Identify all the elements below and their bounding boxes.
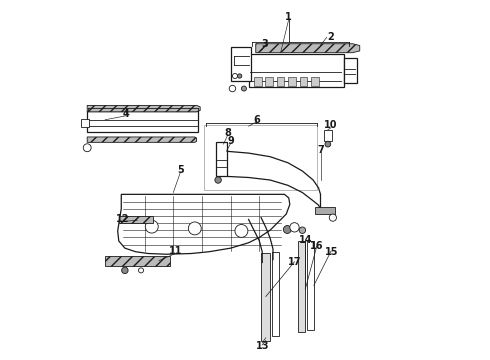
Bar (204, 125, 317, 190)
Text: 12: 12 (116, 215, 129, 224)
Bar (254, 77, 262, 86)
Text: 6: 6 (253, 115, 260, 125)
Bar (307, 241, 314, 330)
Circle shape (238, 74, 242, 78)
Polygon shape (87, 137, 196, 142)
Text: 16: 16 (310, 241, 323, 251)
Text: 3: 3 (261, 39, 268, 49)
Bar (87, 111, 198, 132)
Circle shape (290, 223, 299, 232)
Text: 10: 10 (324, 121, 338, 130)
Circle shape (146, 220, 158, 233)
Circle shape (232, 73, 238, 78)
Polygon shape (256, 44, 360, 53)
Circle shape (235, 225, 248, 237)
Circle shape (325, 141, 331, 147)
Bar (231, 47, 251, 81)
Circle shape (242, 86, 246, 91)
Bar (288, 77, 296, 86)
Text: 9: 9 (227, 136, 234, 146)
Text: 8: 8 (224, 128, 231, 138)
Text: 7: 7 (318, 144, 324, 154)
Bar (265, 77, 273, 86)
Bar (276, 77, 285, 86)
Polygon shape (87, 105, 200, 112)
Circle shape (188, 222, 201, 235)
Text: 17: 17 (288, 257, 301, 267)
Circle shape (299, 227, 306, 233)
Circle shape (139, 268, 144, 273)
Bar (81, 119, 89, 127)
Circle shape (83, 144, 91, 152)
Polygon shape (118, 194, 290, 254)
Text: 1: 1 (285, 12, 292, 22)
Bar (119, 216, 153, 223)
Bar (261, 253, 270, 341)
Bar (315, 207, 335, 214)
Circle shape (122, 267, 128, 274)
Circle shape (329, 214, 337, 221)
Bar (298, 241, 305, 332)
Text: 4: 4 (122, 109, 129, 119)
Text: 5: 5 (177, 165, 184, 175)
Circle shape (229, 85, 236, 92)
Bar (299, 77, 307, 86)
Text: 13: 13 (255, 341, 269, 351)
Bar (311, 77, 319, 86)
Circle shape (283, 226, 291, 233)
Circle shape (215, 177, 221, 183)
Bar (105, 256, 170, 266)
Bar (343, 58, 357, 83)
Text: 2: 2 (328, 32, 335, 42)
Bar (248, 54, 343, 87)
Bar (272, 252, 279, 336)
Text: 15: 15 (325, 247, 339, 257)
Text: 11: 11 (170, 246, 183, 256)
Bar (324, 130, 332, 140)
Text: 14: 14 (298, 235, 312, 245)
Bar (216, 142, 227, 176)
